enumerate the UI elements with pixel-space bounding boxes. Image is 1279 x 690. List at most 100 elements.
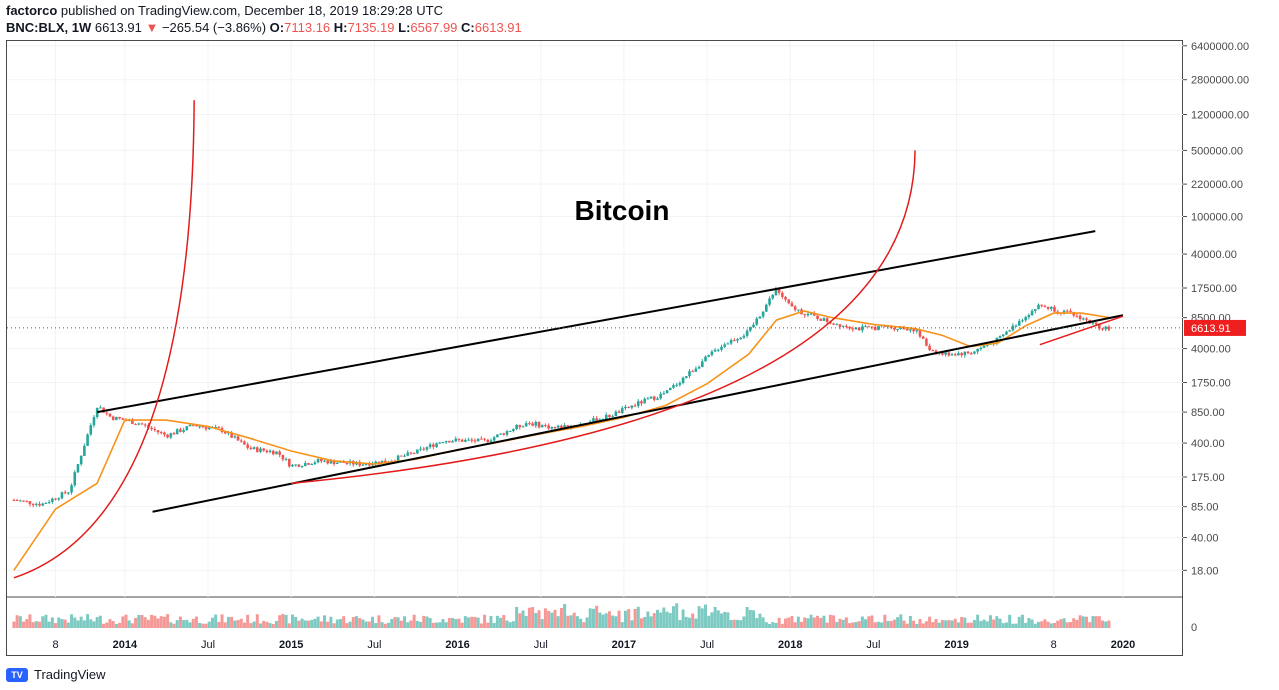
candle[interactable] bbox=[742, 335, 746, 338]
candle[interactable] bbox=[1037, 304, 1040, 310]
candle[interactable] bbox=[502, 433, 506, 435]
candle[interactable] bbox=[643, 398, 646, 404]
candle[interactable] bbox=[1056, 311, 1059, 313]
candle[interactable] bbox=[163, 432, 166, 435]
candle[interactable] bbox=[249, 447, 253, 449]
candle[interactable] bbox=[909, 329, 912, 331]
candle[interactable] bbox=[944, 352, 947, 355]
candle[interactable] bbox=[41, 503, 45, 506]
candle[interactable] bbox=[870, 326, 874, 328]
candle[interactable] bbox=[1091, 322, 1095, 324]
candle[interactable] bbox=[44, 502, 48, 504]
candle[interactable] bbox=[774, 288, 778, 295]
candle[interactable] bbox=[172, 433, 176, 435]
channel-line[interactable] bbox=[152, 314, 1124, 513]
candle[interactable] bbox=[422, 448, 426, 450]
candle[interactable] bbox=[838, 324, 842, 327]
candle[interactable] bbox=[483, 438, 486, 440]
candle[interactable] bbox=[771, 294, 775, 299]
candle[interactable] bbox=[925, 338, 928, 346]
candle[interactable] bbox=[566, 425, 570, 428]
candle[interactable] bbox=[169, 433, 173, 438]
candle[interactable] bbox=[540, 425, 544, 428]
candle[interactable] bbox=[1001, 334, 1005, 337]
candle[interactable] bbox=[336, 462, 339, 464]
candle[interactable] bbox=[678, 382, 682, 385]
candle[interactable] bbox=[195, 425, 198, 427]
candle[interactable] bbox=[259, 448, 262, 452]
candle[interactable] bbox=[480, 438, 483, 440]
candle[interactable] bbox=[432, 444, 435, 447]
candle[interactable] bbox=[252, 447, 256, 449]
candle[interactable] bbox=[608, 414, 611, 418]
candle[interactable] bbox=[1033, 309, 1037, 311]
candle[interactable] bbox=[454, 438, 458, 442]
candle[interactable] bbox=[752, 324, 755, 328]
candle[interactable] bbox=[368, 463, 371, 466]
candle[interactable] bbox=[611, 416, 614, 418]
candle[interactable] bbox=[230, 432, 233, 438]
candle[interactable] bbox=[99, 407, 102, 409]
candle[interactable] bbox=[143, 424, 147, 426]
candle[interactable] bbox=[137, 423, 141, 425]
candle[interactable] bbox=[425, 447, 429, 450]
candle[interactable] bbox=[70, 485, 73, 493]
candle[interactable] bbox=[118, 417, 121, 419]
candle[interactable] bbox=[201, 426, 205, 428]
candle[interactable] bbox=[179, 429, 182, 432]
candle[interactable] bbox=[236, 436, 240, 441]
candle[interactable] bbox=[662, 393, 666, 395]
candle[interactable] bbox=[668, 387, 672, 391]
candle[interactable] bbox=[310, 464, 313, 466]
candle[interactable] bbox=[303, 463, 307, 467]
candle[interactable] bbox=[803, 314, 807, 316]
candle[interactable] bbox=[985, 344, 989, 346]
candle[interactable] bbox=[255, 447, 259, 452]
candle[interactable] bbox=[361, 464, 365, 466]
candle[interactable] bbox=[60, 492, 64, 499]
candle[interactable] bbox=[720, 346, 723, 350]
candle[interactable] bbox=[444, 440, 448, 443]
candle[interactable] bbox=[1049, 306, 1053, 309]
candle[interactable] bbox=[1021, 320, 1024, 322]
candle[interactable] bbox=[717, 349, 720, 351]
parabolic-arc[interactable] bbox=[291, 150, 916, 485]
candle[interactable] bbox=[217, 427, 221, 429]
candle[interactable] bbox=[470, 439, 474, 441]
candle[interactable] bbox=[377, 461, 381, 464]
candle[interactable] bbox=[246, 444, 249, 448]
candle[interactable] bbox=[412, 452, 416, 454]
candle[interactable] bbox=[595, 418, 598, 422]
candle[interactable] bbox=[765, 304, 768, 312]
candle[interactable] bbox=[620, 408, 624, 413]
candle[interactable] bbox=[950, 354, 954, 356]
candle[interactable] bbox=[931, 350, 935, 352]
candle[interactable] bbox=[175, 429, 179, 435]
candle[interactable] bbox=[934, 350, 938, 354]
candle[interactable] bbox=[512, 429, 515, 431]
candle[interactable] bbox=[713, 349, 717, 352]
candle[interactable] bbox=[797, 309, 800, 311]
candle[interactable] bbox=[83, 445, 86, 456]
candle[interactable] bbox=[521, 426, 525, 428]
candle[interactable] bbox=[131, 420, 134, 424]
candle[interactable] bbox=[976, 349, 979, 352]
candle[interactable] bbox=[307, 463, 310, 465]
candle[interactable] bbox=[284, 459, 288, 461]
candle[interactable] bbox=[73, 472, 77, 486]
candle[interactable] bbox=[707, 354, 711, 357]
candle[interactable] bbox=[729, 340, 733, 344]
candle[interactable] bbox=[710, 351, 714, 355]
candle[interactable] bbox=[893, 327, 896, 330]
candle[interactable] bbox=[614, 411, 618, 417]
candle[interactable] bbox=[518, 424, 522, 428]
candle[interactable] bbox=[1107, 326, 1111, 330]
candle[interactable] bbox=[204, 427, 208, 430]
candle[interactable] bbox=[1069, 310, 1072, 312]
candle[interactable] bbox=[957, 353, 960, 356]
candle[interactable] bbox=[380, 460, 384, 464]
candle[interactable] bbox=[630, 405, 634, 408]
candle[interactable] bbox=[268, 450, 272, 453]
candle[interactable] bbox=[316, 459, 320, 463]
candle[interactable] bbox=[947, 352, 951, 356]
